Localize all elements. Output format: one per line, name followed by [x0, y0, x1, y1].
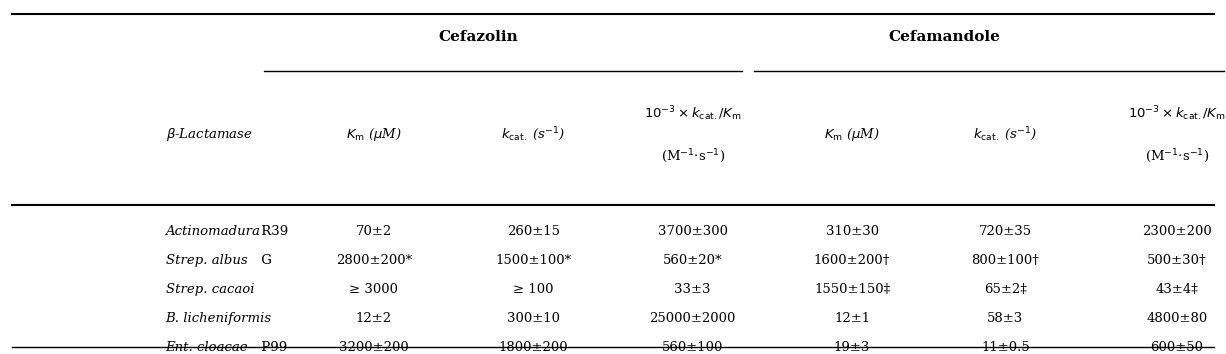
Text: 1500±100*: 1500±100* — [495, 255, 571, 267]
Text: Strep. cacaoi: Strep. cacaoi — [166, 284, 254, 296]
Text: $k_{\rm cat.}$ (s$^{-1}$): $k_{\rm cat.}$ (s$^{-1}$) — [973, 126, 1037, 143]
Text: Strep. albus: Strep. albus — [166, 255, 248, 267]
Text: 720±35: 720±35 — [978, 225, 1032, 238]
Text: Actinomadura: Actinomadura — [166, 225, 260, 238]
Text: 65±2‡: 65±2‡ — [984, 284, 1026, 296]
Text: $\beta$-Lactamase: $\beta$-Lactamase — [166, 126, 253, 143]
Text: Ent. cloacae: Ent. cloacae — [166, 342, 248, 354]
Text: 560±100: 560±100 — [662, 342, 723, 354]
Text: 70±2: 70±2 — [356, 225, 392, 238]
Text: 300±10: 300±10 — [506, 313, 560, 325]
Text: 3200±200: 3200±200 — [340, 342, 408, 354]
Text: P99: P99 — [256, 342, 287, 354]
Text: $10^{-3}\times k_{\rm cat.}/K_{\rm m}$: $10^{-3}\times k_{\rm cat.}/K_{\rm m}$ — [1128, 104, 1226, 122]
Text: (M$^{-1}$$\cdot$s$^{-1}$): (M$^{-1}$$\cdot$s$^{-1}$) — [661, 147, 725, 165]
Text: 310±30: 310±30 — [825, 225, 879, 238]
Text: 560±20*: 560±20* — [663, 255, 722, 267]
Text: 2800±200*: 2800±200* — [336, 255, 412, 267]
Text: R39: R39 — [256, 225, 288, 238]
Text: 3700±300: 3700±300 — [657, 225, 728, 238]
Text: $k_{\rm cat.}$ (s$^{-1}$): $k_{\rm cat.}$ (s$^{-1}$) — [501, 126, 565, 143]
Text: ≥ 3000: ≥ 3000 — [349, 284, 398, 296]
Text: ≥ 100: ≥ 100 — [512, 284, 554, 296]
Text: 1800±200: 1800±200 — [499, 342, 568, 354]
Text: 2300±200: 2300±200 — [1143, 225, 1211, 238]
Text: 12±1: 12±1 — [834, 313, 870, 325]
Text: 1600±200†: 1600±200† — [814, 255, 890, 267]
Text: 1550±150‡: 1550±150‡ — [814, 284, 890, 296]
Text: 19±3: 19±3 — [834, 342, 870, 354]
Text: Cefamandole: Cefamandole — [888, 30, 1000, 44]
Text: G: G — [256, 255, 272, 267]
Text: 600±50: 600±50 — [1150, 342, 1204, 354]
Text: 25000±2000: 25000±2000 — [650, 313, 736, 325]
Text: (M$^{-1}$$\cdot$s$^{-1}$): (M$^{-1}$$\cdot$s$^{-1}$) — [1145, 147, 1209, 165]
Text: 43±4‡: 43±4‡ — [1156, 284, 1198, 296]
Text: $10^{-3}\times k_{\rm cat.}/K_{\rm m}$: $10^{-3}\times k_{\rm cat.}/K_{\rm m}$ — [644, 104, 742, 122]
Text: $K_{\rm m}$ ($\mu$M): $K_{\rm m}$ ($\mu$M) — [346, 126, 402, 143]
Text: $K_{\rm m}$ ($\mu$M): $K_{\rm m}$ ($\mu$M) — [824, 126, 880, 143]
Text: 58±3: 58±3 — [987, 313, 1024, 325]
Text: Cefazolin: Cefazolin — [438, 30, 519, 44]
Text: 11±0.5: 11±0.5 — [981, 342, 1030, 354]
Text: B. licheniformis: B. licheniformis — [166, 313, 272, 325]
Text: 33±3: 33±3 — [674, 284, 711, 296]
Text: 260±15: 260±15 — [506, 225, 560, 238]
Text: 4800±80: 4800±80 — [1146, 313, 1208, 325]
Text: 800±100†: 800±100† — [971, 255, 1040, 267]
Text: 500±30†: 500±30† — [1148, 255, 1206, 267]
Text: 12±2: 12±2 — [356, 313, 392, 325]
